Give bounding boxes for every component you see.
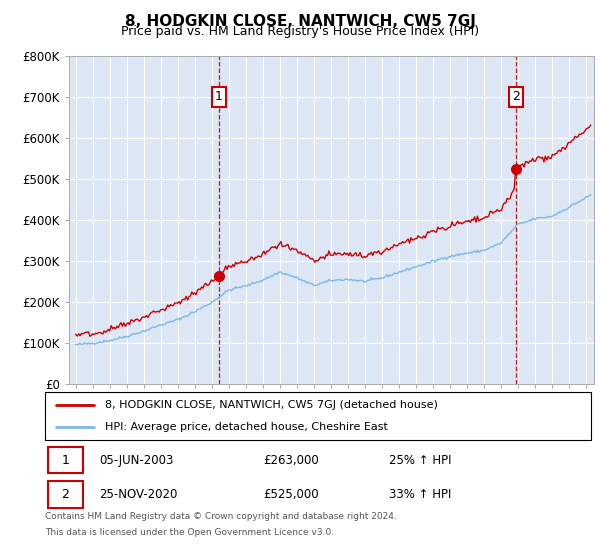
Text: Contains HM Land Registry data © Crown copyright and database right 2024.: Contains HM Land Registry data © Crown c… [45, 512, 397, 521]
Text: 1: 1 [62, 454, 70, 466]
FancyBboxPatch shape [48, 447, 83, 473]
FancyBboxPatch shape [45, 392, 591, 440]
Text: 25% ↑ HPI: 25% ↑ HPI [389, 454, 451, 466]
Text: 33% ↑ HPI: 33% ↑ HPI [389, 488, 451, 501]
Text: £263,000: £263,000 [263, 454, 319, 466]
Text: 8, HODGKIN CLOSE, NANTWICH, CW5 7GJ (detached house): 8, HODGKIN CLOSE, NANTWICH, CW5 7GJ (det… [105, 400, 438, 410]
FancyBboxPatch shape [48, 482, 83, 508]
Text: 05-JUN-2003: 05-JUN-2003 [100, 454, 174, 466]
Text: HPI: Average price, detached house, Cheshire East: HPI: Average price, detached house, Ches… [105, 422, 388, 432]
Text: 2: 2 [62, 488, 70, 501]
Text: 8, HODGKIN CLOSE, NANTWICH, CW5 7GJ: 8, HODGKIN CLOSE, NANTWICH, CW5 7GJ [125, 14, 475, 29]
Text: 1: 1 [215, 91, 223, 104]
Text: Price paid vs. HM Land Registry's House Price Index (HPI): Price paid vs. HM Land Registry's House … [121, 25, 479, 38]
Text: This data is licensed under the Open Government Licence v3.0.: This data is licensed under the Open Gov… [45, 528, 334, 536]
Text: £525,000: £525,000 [263, 488, 319, 501]
Text: 25-NOV-2020: 25-NOV-2020 [100, 488, 178, 501]
Text: 2: 2 [512, 91, 520, 104]
